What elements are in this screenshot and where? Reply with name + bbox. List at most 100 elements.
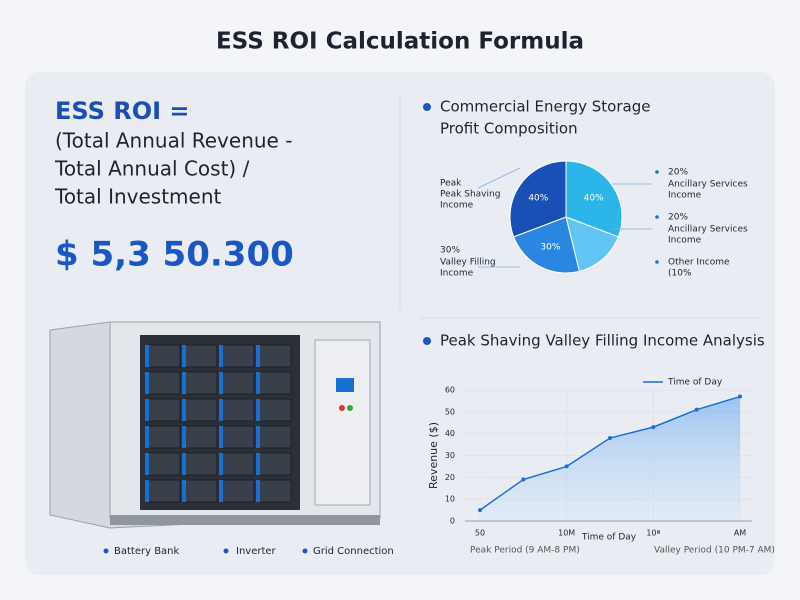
y-tick-label: 50 <box>445 407 455 416</box>
y-tick-label: 20 <box>445 473 455 482</box>
annotation-text: Peak <box>440 179 462 189</box>
point <box>738 394 742 399</box>
formula-line: Total Annual Cost) / <box>54 157 250 181</box>
y-tick-label: 0 <box>450 517 455 526</box>
battery-module <box>184 479 218 503</box>
battery-module <box>184 398 218 422</box>
slice-label: 30% <box>540 242 560 252</box>
annotation-text: Income <box>440 269 474 279</box>
chart-title: Peak Shaving Valley Filling Income Analy… <box>440 332 765 350</box>
y-tick-label: 40 <box>445 429 455 438</box>
formula-lead: ESS ROI = <box>55 97 190 125</box>
pie-slice <box>565 216 620 272</box>
period-label: Valley Period (10 PM-7 AM) <box>654 546 775 556</box>
bullet <box>223 548 229 554</box>
battery-strip <box>219 480 223 502</box>
battery-strip <box>182 399 186 421</box>
leader-line <box>477 167 521 189</box>
x-tick-label: 10M <box>558 529 575 538</box>
battery-module <box>258 479 292 503</box>
annotation-text: Other Income <box>668 258 730 268</box>
bullet <box>302 548 308 554</box>
battery-strip <box>145 399 149 421</box>
amount: $ 5,3 50.300 <box>55 235 294 275</box>
equipment-label: Grid Connection <box>313 546 394 557</box>
title-bullet <box>423 337 431 345</box>
annotation-pct: 30% <box>440 246 460 256</box>
slice-label: 40% <box>528 193 548 203</box>
y-axis-label: Revenue ($) <box>427 422 440 489</box>
battery-strip <box>182 480 186 502</box>
annotation-bullet <box>655 215 659 219</box>
battery-strip <box>256 372 260 394</box>
battery-strip <box>219 399 223 421</box>
bullet <box>103 548 109 554</box>
battery-module <box>258 398 292 422</box>
battery-module <box>184 425 218 449</box>
x-tick-label: AM <box>734 529 746 538</box>
battery-strip <box>219 372 223 394</box>
battery-module <box>184 452 218 476</box>
x-tick-label: 50 <box>475 529 485 538</box>
battery-module <box>147 425 181 449</box>
title-bullet <box>423 103 431 111</box>
battery-module <box>147 371 181 395</box>
battery-strip <box>219 453 223 475</box>
formula-line: (Total Annual Revenue - <box>55 129 292 153</box>
pie-slice <box>565 160 623 238</box>
battery-strip <box>145 345 149 367</box>
battery-strip <box>145 480 149 502</box>
y-tick-label: 30 <box>445 451 455 460</box>
battery-module <box>221 452 255 476</box>
annotation-text: Ancillary Services <box>668 180 748 190</box>
annotation-text: Income <box>668 191 702 201</box>
x-tick-label: 10ª <box>646 529 660 538</box>
point <box>608 436 612 441</box>
battery-strip <box>256 345 260 367</box>
battery-module <box>147 452 181 476</box>
battery-module <box>258 452 292 476</box>
battery-strip <box>182 453 186 475</box>
equipment-label: Battery Bank <box>114 546 180 557</box>
page-title: ESS ROI Calculation Formula <box>216 29 584 55</box>
point <box>521 477 526 482</box>
battery-strip <box>145 372 149 394</box>
annotation-text: Income <box>668 236 702 246</box>
annotation-text: Peak Shaving <box>440 190 500 200</box>
annotation-bullet <box>655 260 659 264</box>
annotation-text: Ancillary Services <box>668 225 748 235</box>
point <box>564 464 569 469</box>
battery-strip <box>145 426 149 448</box>
battery-strip <box>182 426 186 448</box>
y-tick-label: 10 <box>445 495 455 504</box>
ess-container <box>49 321 381 529</box>
point <box>478 508 482 513</box>
battery-strip <box>256 480 260 502</box>
battery-module <box>221 425 255 449</box>
battery-strip <box>256 453 260 475</box>
legend-label: Time of Day <box>667 378 723 388</box>
point <box>651 425 656 430</box>
battery-module <box>221 398 255 422</box>
battery-module <box>258 344 292 368</box>
battery-strip <box>256 399 260 421</box>
annotation-text: Income <box>440 201 474 211</box>
battery-module <box>258 371 292 395</box>
battery-strip <box>219 345 223 367</box>
battery-module <box>184 344 218 368</box>
battery-module <box>147 398 181 422</box>
annotation-text: (10% <box>668 269 692 279</box>
battery-module <box>221 371 255 395</box>
annotation-bullet <box>655 170 659 174</box>
x-axis-label: Time of Day <box>581 533 637 543</box>
annotation-text: Valley Filling <box>440 258 496 268</box>
battery-strip <box>182 345 186 367</box>
slice-label: 40% <box>584 193 604 203</box>
battery-strip <box>145 453 149 475</box>
equipment-label: Inverter <box>236 546 277 557</box>
battery-module <box>147 344 181 368</box>
chart-title: Commercial Energy Storage <box>440 98 650 116</box>
formula-line: Total Investment <box>54 185 222 209</box>
pie-slice <box>509 160 567 238</box>
